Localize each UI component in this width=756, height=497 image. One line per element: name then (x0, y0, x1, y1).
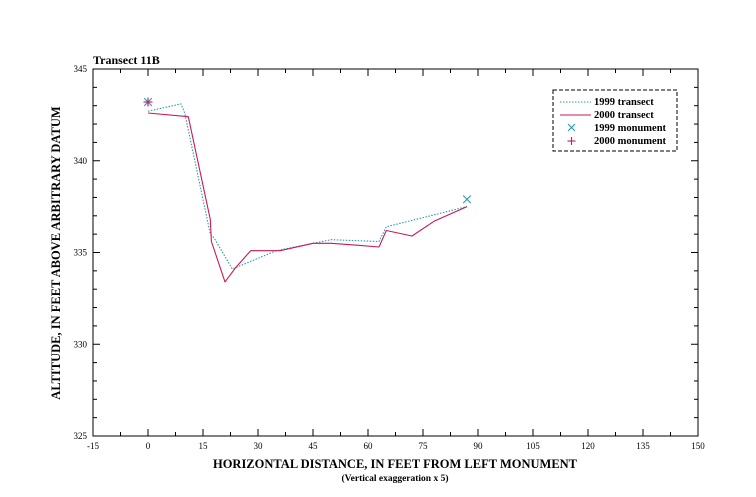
y-tick-label: 335 (74, 248, 88, 258)
x-tick-label: 120 (581, 441, 595, 451)
marker-layer (143, 97, 472, 204)
y-tick-label: 325 (74, 431, 88, 441)
x-tick-label: 0 (146, 441, 151, 451)
x-tick-label: 105 (526, 441, 540, 451)
series-line-2000-transect (147, 112, 468, 283)
x-tick-label: 45 (309, 441, 319, 451)
y-tick-label: 340 (74, 156, 88, 166)
x-tick-label: -15 (87, 441, 99, 451)
legend-marker-2000-monument (567, 137, 576, 145)
x-tick-label: 30 (254, 441, 264, 451)
series-layer (147, 103, 468, 283)
monument-1999-right-marker (462, 195, 472, 204)
legend-label-2000-monument: 2000 monument (594, 136, 667, 147)
legend-marker-1999-monument (567, 123, 576, 132)
x-axis-note: (Vertical exaggeration x 5) (341, 473, 448, 484)
legend: 1999 transect 2000 transect 1999 monumen… (552, 89, 678, 152)
x-tick-label: 75 (419, 441, 429, 451)
x-tick-label: 15 (199, 441, 209, 451)
legend-label-1999-transect: 1999 transect (594, 97, 654, 108)
x-axis-title: HORIZONTAL DISTANCE, IN FEET FROM LEFT M… (213, 457, 578, 471)
x-tick-label: 90 (474, 441, 484, 451)
y-axis-title: ALTITUDE, IN FEET ABOVE ARBITRARY DATUM (49, 106, 63, 400)
legend-label-1999-monument: 1999 monument (594, 123, 667, 134)
y-tick-label: 330 (74, 339, 88, 349)
x-tick-labels: -15 0 15 30 45 60 75 90 105 120 135 150 (87, 441, 705, 451)
series-line-1999-transect (147, 103, 468, 270)
y-tick-label: 345 (74, 64, 88, 74)
chart-title: Transect 11B (93, 53, 160, 67)
x-tick-label: 135 (636, 441, 650, 451)
x-tick-label: 60 (364, 441, 374, 451)
y-tick-labels: 325 330 335 340 345 (74, 64, 88, 441)
axis-ticks (92, 68, 699, 437)
x-tick-label: 150 (691, 441, 705, 451)
monument-2000-marker (143, 97, 153, 107)
legend-label-2000-transect: 2000 transect (594, 110, 654, 121)
